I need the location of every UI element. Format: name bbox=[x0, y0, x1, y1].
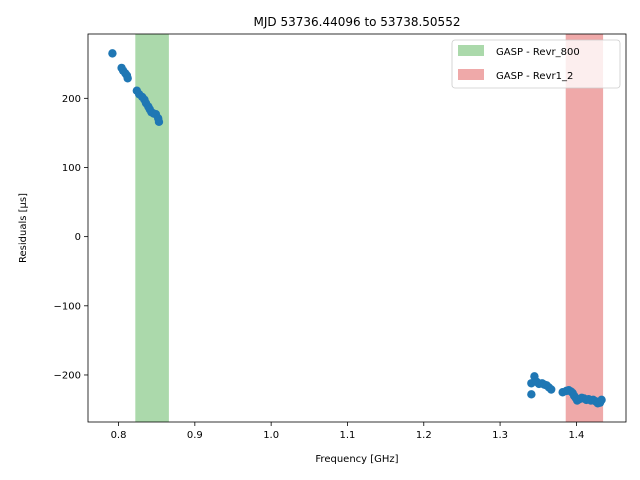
y-tick-label: 0 bbox=[75, 232, 81, 243]
y-axis-ticks: −200 −100 0 100 200 bbox=[54, 94, 88, 381]
x-tick-label: 1.3 bbox=[492, 430, 508, 441]
band-revr1-2 bbox=[565, 34, 604, 422]
y-tick-label: 200 bbox=[62, 94, 81, 105]
plot-frame bbox=[87, 33, 627, 423]
y-tick-label: 100 bbox=[62, 163, 81, 174]
data-point bbox=[597, 395, 606, 405]
legend-label-revr1-2: GASP - Revr1_2 bbox=[496, 71, 573, 82]
x-tick-label: 0.9 bbox=[187, 430, 203, 441]
axes-layer bbox=[87, 33, 627, 423]
legend-box bbox=[451, 39, 621, 89]
legend: GASP - Revr_800 GASP - Revr1_2 bbox=[451, 39, 621, 89]
data-point bbox=[123, 74, 132, 83]
chart-title: MJD 53736.44096 to 53738.50552 bbox=[254, 15, 461, 29]
x-axis-ticks: 0.8 0.9 1.0 1.1 1.2 1.3 1.4 bbox=[111, 422, 584, 441]
x-axis-label: Frequency [GHz] bbox=[315, 454, 398, 465]
data-point bbox=[547, 385, 556, 394]
y-tick-label: −100 bbox=[54, 301, 81, 312]
x-tick-label: 1.2 bbox=[416, 430, 432, 441]
x-tick-label: 1.1 bbox=[340, 430, 356, 441]
y-axis-label: Residuals [μs] bbox=[18, 193, 29, 263]
legend-swatch-revr-800 bbox=[458, 45, 484, 56]
points-layer bbox=[108, 49, 606, 408]
legend-label-revr-800: GASP - Revr_800 bbox=[496, 47, 580, 58]
data-point bbox=[108, 49, 117, 58]
legend-swatch-revr1-2 bbox=[458, 69, 484, 80]
x-tick-label: 1.4 bbox=[568, 430, 584, 441]
data-point bbox=[527, 390, 536, 399]
y-tick-label: −200 bbox=[54, 370, 81, 381]
x-tick-label: 0.8 bbox=[111, 430, 127, 441]
x-tick-label: 1.0 bbox=[263, 430, 279, 441]
data-point bbox=[154, 117, 164, 127]
